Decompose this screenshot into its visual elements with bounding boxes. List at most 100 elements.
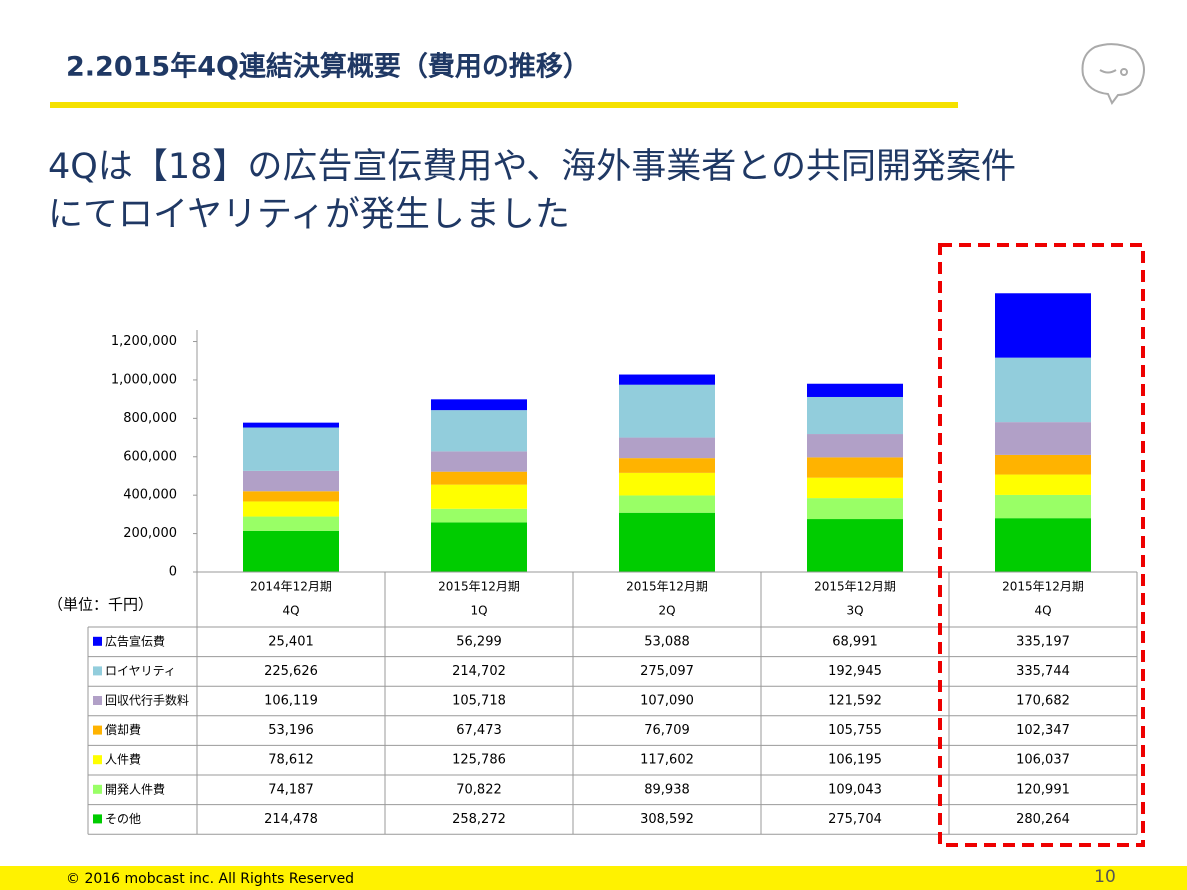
bar-segment bbox=[995, 293, 1091, 358]
value-label: 107,090 bbox=[640, 694, 694, 709]
legend-label: 広告宣伝費 bbox=[105, 633, 165, 648]
bar-segment bbox=[807, 457, 903, 478]
bar-segment bbox=[243, 491, 339, 502]
y-tick-label: 1,200,000 bbox=[111, 334, 177, 349]
bar-segment bbox=[995, 518, 1091, 572]
value-label: 68,991 bbox=[832, 634, 878, 649]
value-label: 214,702 bbox=[452, 664, 506, 679]
value-label: 214,478 bbox=[264, 812, 318, 827]
y-tick-label: 600,000 bbox=[123, 449, 177, 464]
bar-segment bbox=[807, 396, 903, 435]
bar-segment bbox=[431, 410, 527, 452]
mascot-icon bbox=[1081, 43, 1145, 105]
value-label: 125,786 bbox=[452, 753, 506, 768]
x-category-period: 2015年12月期 bbox=[626, 580, 708, 594]
bar-segment bbox=[431, 471, 527, 485]
highlight-box bbox=[938, 243, 1145, 847]
copyright: © 2016 mobcast inc. All Rights Reserved bbox=[66, 871, 354, 887]
x-category-quarter: 1Q bbox=[470, 604, 487, 618]
x-category-quarter: 3Q bbox=[846, 604, 863, 618]
headline-line: にてロイヤリティが発生しました bbox=[48, 195, 570, 235]
x-category-period: 2014年12月期 bbox=[250, 580, 332, 594]
legend-label: 償却費 bbox=[105, 722, 141, 737]
value-label: 106,037 bbox=[1016, 753, 1070, 768]
value-label: 53,196 bbox=[268, 723, 314, 738]
bar-segment bbox=[243, 427, 339, 471]
value-label: 74,187 bbox=[268, 782, 314, 797]
value-label: 308,592 bbox=[640, 812, 694, 827]
value-label: 225,626 bbox=[264, 664, 318, 679]
bar-segment bbox=[619, 437, 715, 459]
page-number: 10 bbox=[1094, 867, 1116, 887]
value-label: 335,744 bbox=[1016, 664, 1070, 679]
bar-segment bbox=[243, 470, 339, 492]
legend-label: 人件費 bbox=[105, 752, 141, 767]
value-label: 78,612 bbox=[268, 753, 314, 768]
bar-segment bbox=[619, 384, 715, 438]
value-label: 280,264 bbox=[1016, 812, 1070, 827]
x-category-quarter: 2Q bbox=[658, 604, 675, 618]
bar-segment bbox=[807, 498, 903, 520]
legend-swatch bbox=[93, 784, 102, 794]
bar-segment bbox=[619, 472, 715, 496]
value-label: 53,088 bbox=[644, 634, 690, 649]
slide-title: 2.2015年4Q連結決算概要（費用の推移） bbox=[66, 51, 590, 83]
bar-segment bbox=[243, 516, 339, 531]
legend-swatch bbox=[93, 755, 102, 765]
value-label: 335,197 bbox=[1016, 634, 1070, 649]
legend-label: ロイヤリティ bbox=[105, 664, 176, 678]
bar-segment bbox=[995, 454, 1091, 475]
value-label: 25,401 bbox=[268, 634, 314, 649]
value-label: 89,938 bbox=[644, 782, 690, 797]
value-label: 120,991 bbox=[1016, 782, 1070, 797]
bar-segment bbox=[431, 522, 527, 572]
legend-label: 開発人件費 bbox=[105, 781, 165, 796]
value-label: 170,682 bbox=[1016, 694, 1070, 709]
x-category-period: 2015年12月期 bbox=[438, 580, 520, 594]
value-label: 56,299 bbox=[456, 634, 502, 649]
bar-segment bbox=[619, 374, 715, 385]
y-tick-label: 1,000,000 bbox=[111, 372, 177, 387]
legend-label: その他 bbox=[105, 812, 141, 826]
legend-swatch bbox=[93, 814, 102, 824]
value-label: 109,043 bbox=[828, 782, 882, 797]
bar-segment bbox=[807, 434, 903, 458]
bar-segment bbox=[807, 383, 903, 397]
legend-swatch bbox=[93, 666, 102, 676]
bar-segment bbox=[431, 399, 527, 411]
value-label: 105,718 bbox=[452, 694, 506, 709]
title-underline bbox=[50, 102, 958, 108]
x-category-period: 2015年12月期 bbox=[1002, 580, 1084, 594]
value-label: 117,602 bbox=[640, 753, 694, 768]
value-label: 275,097 bbox=[640, 664, 694, 679]
bar-segment bbox=[431, 508, 527, 523]
bar-segment bbox=[619, 458, 715, 473]
legend-label: 回収代行手数料 bbox=[105, 693, 189, 708]
bar-segment bbox=[995, 422, 1091, 455]
bar-segment bbox=[995, 357, 1091, 423]
value-label: 258,272 bbox=[452, 812, 506, 827]
bar-segment bbox=[243, 501, 339, 517]
value-label: 106,195 bbox=[828, 753, 882, 768]
legend-swatch bbox=[93, 725, 102, 735]
footer-band bbox=[0, 866, 1187, 890]
y-tick-label: 0 bbox=[169, 565, 177, 580]
bar-segment bbox=[619, 495, 715, 513]
bar-segment bbox=[243, 530, 339, 572]
unit-label: （単位：千円） bbox=[48, 596, 153, 614]
value-label: 67,473 bbox=[456, 723, 502, 738]
value-label: 275,704 bbox=[828, 812, 882, 827]
value-label: 70,822 bbox=[456, 782, 502, 797]
legend-swatch bbox=[93, 696, 102, 705]
y-tick-label: 200,000 bbox=[123, 526, 177, 541]
value-label: 102,347 bbox=[1016, 723, 1070, 738]
bar-segment bbox=[807, 477, 903, 499]
value-label: 76,709 bbox=[644, 723, 690, 738]
x-category-quarter: 4Q bbox=[282, 604, 299, 618]
bar-segment bbox=[807, 519, 903, 572]
bar-segment bbox=[431, 484, 527, 509]
legend-swatch bbox=[93, 636, 102, 646]
value-label: 106,119 bbox=[264, 694, 318, 709]
x-category-period: 2015年12月期 bbox=[814, 580, 896, 594]
